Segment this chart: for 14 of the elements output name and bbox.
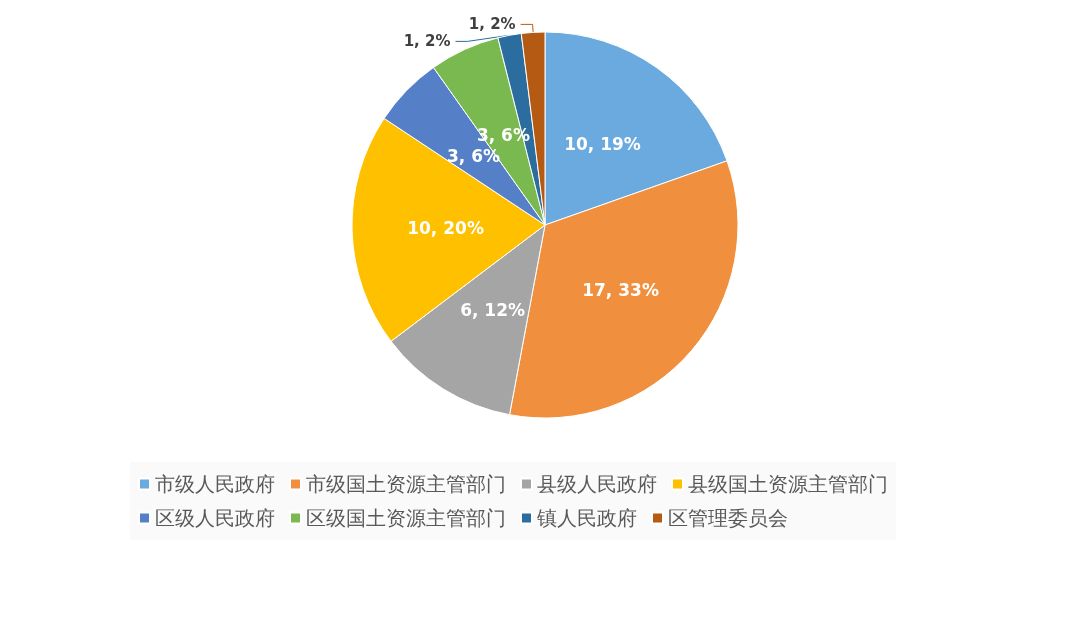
legend-label: 市级人民政府 bbox=[155, 472, 275, 496]
data-label: 10, 20% bbox=[407, 218, 484, 239]
legend-label: 市级国土资源主管部门 bbox=[306, 472, 506, 496]
legend-label: 镇人民政府 bbox=[536, 506, 637, 530]
data-label: 10, 19% bbox=[564, 133, 641, 154]
data-label: 6, 12% bbox=[460, 299, 526, 320]
data-label: 17, 33% bbox=[582, 279, 659, 300]
legend-label: 县级国土资源主管部门 bbox=[688, 472, 888, 496]
legend-label: 县级人民政府 bbox=[537, 472, 657, 496]
data-label: 1, 2% bbox=[468, 15, 516, 34]
data-label: 1, 2% bbox=[403, 32, 451, 51]
legend-label: 区级人民政府 bbox=[155, 506, 275, 530]
legend-label: 区管理委员会 bbox=[668, 506, 788, 530]
legend-label: 区级国土资源主管部门 bbox=[306, 506, 506, 530]
